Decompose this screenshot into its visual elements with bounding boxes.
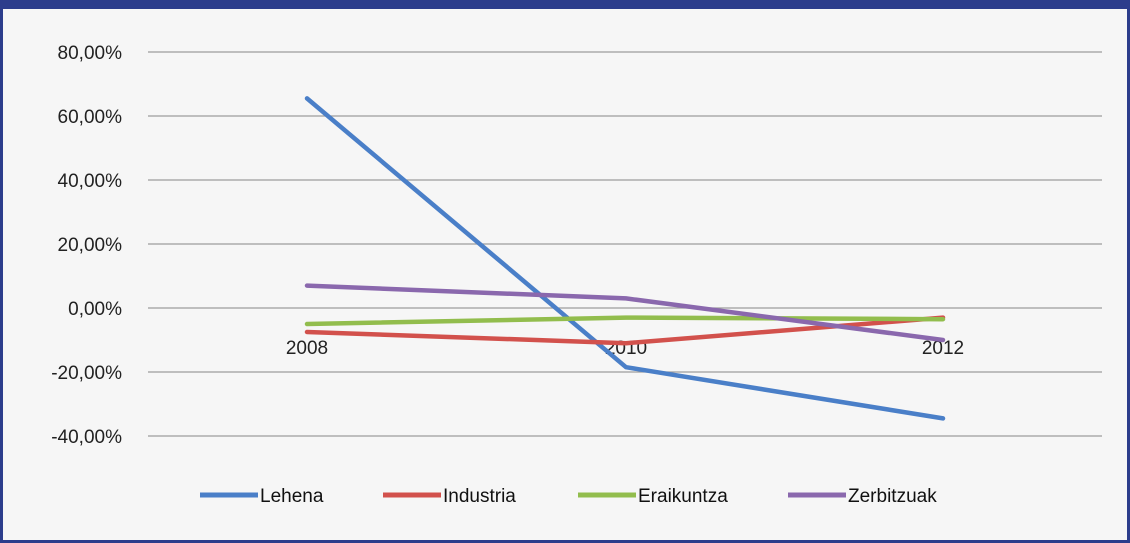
legend-label: Industria — [443, 486, 516, 507]
series-line-zerbitzuak — [304, 283, 946, 343]
y-tick-label: -20,00% — [51, 363, 122, 384]
series-line-lehena — [304, 96, 946, 421]
legend-label: Zerbitzuak — [848, 486, 937, 507]
legend-label: Eraikuntza — [638, 486, 728, 507]
x-category-label: 2012 — [922, 338, 964, 359]
legend-label: Lehena — [260, 486, 324, 507]
y-tick-label: 0,00% — [68, 299, 122, 320]
legend: Lehena Industria Eraikuntza Zerbitzuak — [200, 486, 937, 507]
series-lines — [304, 96, 946, 421]
y-axis-tick-labels: 80,00% 60,00% 40,00% 20,00% 0,00% -20,00% -40,… — [51, 43, 122, 448]
x-category-label: 2008 — [286, 338, 328, 359]
y-tick-label: 80,00% — [58, 43, 123, 64]
y-tick-label: 20,00% — [58, 235, 123, 256]
top-border — [0, 0, 1130, 9]
y-tick-label: 40,00% — [58, 171, 123, 192]
gridlines — [148, 51, 1102, 437]
series-line-eraikuntza — [304, 315, 946, 327]
y-tick-label: 60,00% — [58, 107, 123, 128]
y-tick-label: -40,00% — [51, 427, 122, 448]
